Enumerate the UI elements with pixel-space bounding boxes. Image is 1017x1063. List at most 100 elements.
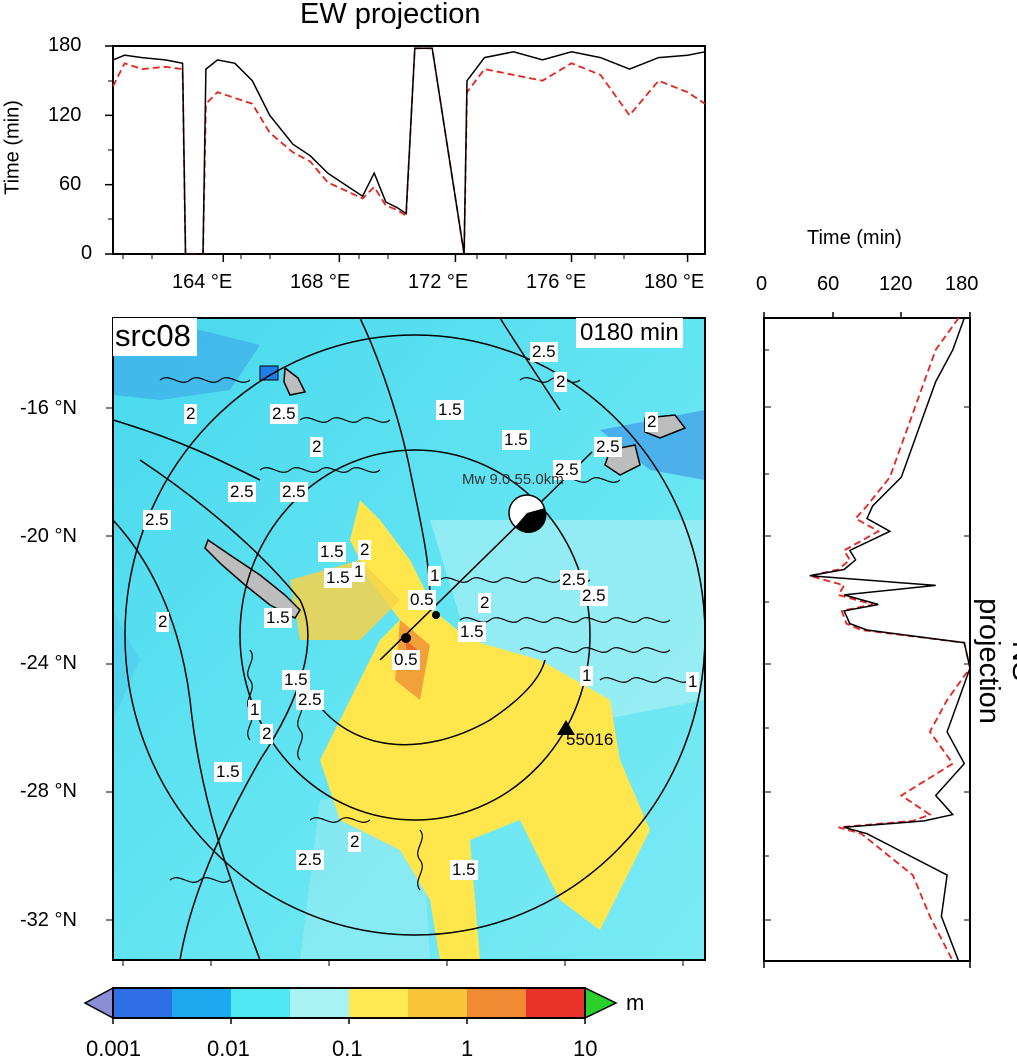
station-label: 55016 <box>566 730 614 749</box>
contour-label: 2 <box>156 612 170 632</box>
colorbar-tick-001: 0.01 <box>207 1036 250 1061</box>
contour-label: 2 <box>554 372 568 392</box>
colorbar-segment <box>526 988 586 1018</box>
fault-point-1 <box>401 633 411 643</box>
contour-label: 0.5 <box>392 650 420 670</box>
ns-series-black-line <box>809 317 971 962</box>
contour-label: 1.5 <box>282 670 310 690</box>
ns-xtick-60: 60 <box>817 273 840 295</box>
map-ytick-24: -24 °N <box>20 652 77 674</box>
ew-projection-title: EW projection <box>300 0 481 30</box>
contour-label: 2 <box>645 412 659 432</box>
contour-label: 1.5 <box>324 568 352 588</box>
contour-label: 1.5 <box>214 762 242 782</box>
land-new-caledonia <box>204 538 301 619</box>
ew-xtick-168: 168 °E <box>290 271 351 293</box>
contour-label: 1.5 <box>458 622 486 642</box>
contour-label: 1 <box>428 566 442 586</box>
pale-zone-east <box>430 520 705 720</box>
arrival-contours <box>113 318 705 960</box>
contour-label: 2.5 <box>530 342 558 362</box>
contour-label: 1 <box>248 700 262 720</box>
ns-xtick-0: 0 <box>756 273 768 295</box>
map-ytick-16: -16 °N <box>20 397 77 419</box>
map-frame <box>112 317 706 961</box>
contour-label: 2.5 <box>580 586 608 606</box>
contour-label: 1.5 <box>318 542 346 562</box>
max-amplitude-zone-west <box>290 560 400 640</box>
colorbar-tick-0001: 0.001 <box>86 1036 142 1061</box>
contour-label: 2.5 <box>553 460 581 480</box>
map-ytick-32: -32 °N <box>20 909 77 931</box>
colorbar-tick-1: 1 <box>461 1036 474 1061</box>
ew-xtick-164: 164 °E <box>172 271 233 293</box>
land-island-blue <box>259 365 279 381</box>
ew-minor-ticks <box>108 80 625 259</box>
ew-ytick-120: 120 <box>48 104 82 126</box>
colorbar-segment <box>349 988 409 1018</box>
beachball-icon <box>508 494 547 534</box>
colorbar-segment <box>231 988 291 1018</box>
ew-ytick-0: 0 <box>81 242 93 264</box>
contour-label: 1.5 <box>264 608 292 628</box>
contour-label: 2.5 <box>296 850 324 870</box>
fault-point-2 <box>432 611 440 619</box>
contour-label: 2.5 <box>228 482 256 502</box>
map-ytick-28: -28 °N <box>20 780 77 802</box>
colorbar-segment <box>467 988 527 1018</box>
ew-xtick-180: 180 °E <box>644 271 705 293</box>
colorbar-tick-01: 0.1 <box>332 1036 363 1061</box>
colorbar-high-arrow <box>584 986 618 1020</box>
ns-series-red-line <box>809 317 971 962</box>
ew-series-black-line <box>112 47 706 255</box>
ew-projection-chart <box>105 45 706 262</box>
map-ytick-20: -20 °N <box>20 525 77 547</box>
contour-label: 2.5 <box>296 690 324 710</box>
contour-label: 2.5 <box>270 404 298 424</box>
colorbar <box>83 986 618 1024</box>
dense-contours <box>159 377 691 891</box>
colorbar-segment <box>113 988 173 1018</box>
ew-ytick-180: 180 <box>48 34 82 56</box>
colorbar-segment <box>408 988 468 1018</box>
event-label: Mw 9.0 55.0km <box>462 471 564 488</box>
contour-label: 2 <box>478 593 492 613</box>
ns-minor-ticks <box>764 349 970 921</box>
ns-major-ticks <box>763 312 971 968</box>
contour-label: 1 <box>580 666 594 686</box>
colorbar-segment <box>290 988 350 1018</box>
time-label: 0180 min <box>576 318 683 348</box>
contour-label: 1.5 <box>436 400 464 420</box>
contour-label: 2 <box>260 724 274 744</box>
contour-label: 2 <box>310 437 324 457</box>
contour-label: 2 <box>184 404 198 424</box>
ew-xtick-176: 176 °E <box>526 271 587 293</box>
station-triangle-icon <box>557 720 575 735</box>
colorbar-ticks <box>112 1018 586 1024</box>
ew-xtick-172: 172 °E <box>408 271 469 293</box>
contour-label: 2 <box>358 540 372 560</box>
map-ticks <box>106 407 684 966</box>
contour-label: 2.5 <box>594 437 622 457</box>
land-island-1 <box>283 366 307 396</box>
contour-label: 0.5 <box>408 590 436 610</box>
contour-label: 2.5 <box>560 570 588 590</box>
ns-projection-chart <box>763 312 971 968</box>
contour-label: 2 <box>348 832 362 852</box>
max-amplitude-zone <box>320 600 650 960</box>
contour-label: 2.5 <box>143 510 171 530</box>
colorbar-low-arrow <box>83 986 114 1020</box>
contour-label: 1.5 <box>450 860 478 880</box>
ew-ytick-60: 60 <box>59 173 82 195</box>
ns-xtick-180: 180 <box>945 273 979 295</box>
colorbar-tick-10: 10 <box>573 1036 598 1061</box>
colorbar-unit: m <box>626 990 645 1015</box>
contour-label: 1.5 <box>502 430 530 450</box>
contour-label: 1 <box>352 562 366 582</box>
fault-line <box>379 451 593 661</box>
contour-label: 2.5 <box>280 482 308 502</box>
colorbar-segment <box>172 988 232 1018</box>
source-label: src08 <box>113 318 197 356</box>
ns-xtick-120: 120 <box>879 273 913 295</box>
